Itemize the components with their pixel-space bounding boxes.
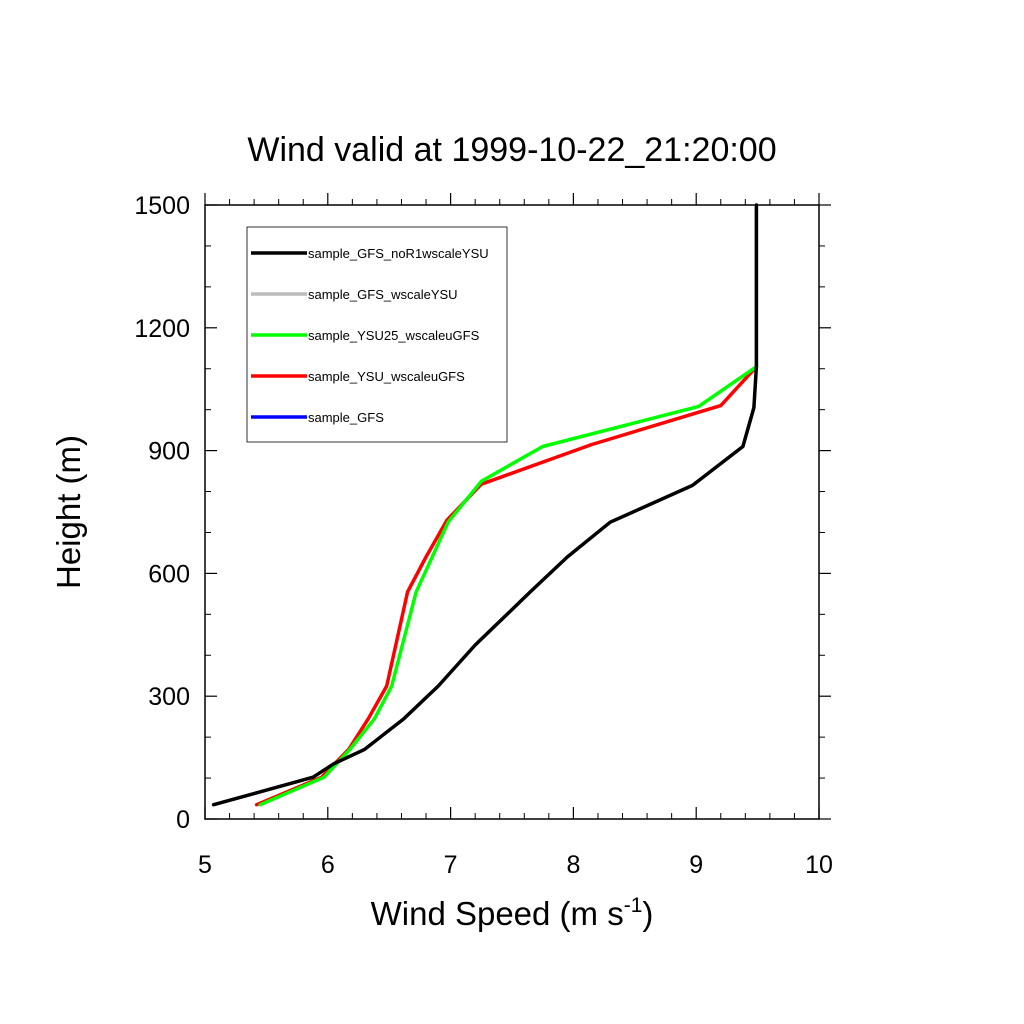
x-axis-label-superscript: -1 <box>624 894 643 917</box>
legend-label: sample_YSU_wscaleuGFS <box>308 369 465 384</box>
y-tick-label: 1200 <box>134 315 190 343</box>
x-axis-label: Wind Speed (m s-1) <box>371 894 654 932</box>
x-axis-label-main: Wind Speed (m s <box>371 895 624 932</box>
series-line-sample_GFS_noR1wscaleYSU <box>211 203 759 807</box>
x-tick-label: 8 <box>566 851 580 879</box>
legend: sample_GFS_noR1wscaleYSU sample_GFS_wscal… <box>246 226 508 443</box>
series-line-sample_YSU25_wscaleuGFS <box>258 364 759 807</box>
plot-frame <box>204 204 820 820</box>
x-tick-label: 7 <box>444 851 458 879</box>
x-tick-label: 10 <box>805 851 833 879</box>
x-tick-label: 5 <box>198 851 212 879</box>
x-tick-label: 9 <box>689 851 703 879</box>
legend-label: sample_GFS_wscaleYSU <box>308 287 458 302</box>
y-tick-label: 900 <box>148 438 190 466</box>
y-tick-label: 1500 <box>134 192 190 220</box>
tick-labels: 5 6 7 8 9 10 0 300 600 900 1200 1500 <box>134 192 833 879</box>
axis-ticks <box>204 193 831 820</box>
y-tick-label: 300 <box>148 683 190 711</box>
legend-label: sample_GFS <box>308 410 384 425</box>
legend-label: sample_YSU25_wscaleuGFS <box>308 328 480 343</box>
x-tick-label: 6 <box>321 851 335 879</box>
series-lines <box>211 203 759 807</box>
x-axis-label-close: ) <box>642 895 653 932</box>
y-tick-label: 0 <box>176 806 190 834</box>
chart-title: Wind valid at 1999-10-22_21:20:00 <box>247 131 776 169</box>
y-axis-label: Height (m) <box>50 435 87 589</box>
legend-label: sample_GFS_noR1wscaleYSU <box>308 246 489 261</box>
y-tick-label: 600 <box>148 560 190 588</box>
